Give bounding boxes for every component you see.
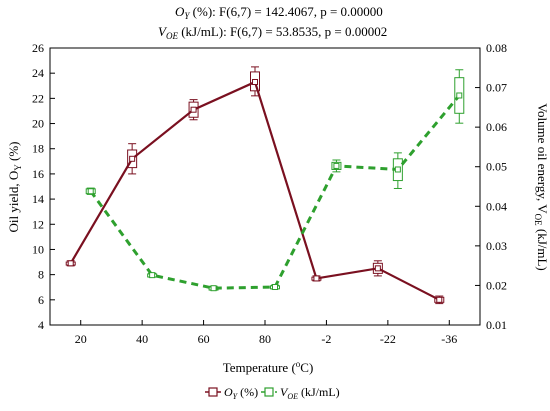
series-layer [65, 66, 465, 305]
legend-label-oil-yield: OY (%) [224, 385, 258, 401]
right-y-tick-label: 0.05 [486, 160, 507, 174]
right-y-tick-label: 0.08 [486, 41, 507, 55]
legend-marker-volume-energy [261, 387, 277, 397]
error-box [331, 161, 342, 170]
left-y-tick-label: 24 [32, 66, 44, 80]
legend-label-volume-energy: VOE (kJ/mL) [280, 385, 340, 401]
right-y-tick-label: 0.06 [486, 120, 507, 134]
data-point-volume-energy [454, 69, 465, 124]
mean-marker [333, 162, 340, 169]
series-line-oil-yield [69, 80, 440, 301]
left-y-axis: 4 6 8 10 12 14 16 18 20 22 24 26 [32, 41, 55, 332]
right-y-axis-title: Volume oil energy, VOE (kJ/mL) [533, 103, 550, 271]
left-y-tick-label: 16 [32, 167, 44, 181]
mean-marker [374, 265, 381, 272]
x-tick-label: 20 [75, 332, 87, 346]
x-tick-label: 80 [259, 332, 271, 346]
data-point-oil-yield [188, 99, 199, 121]
x-tick-label: -36 [441, 332, 457, 346]
left-y-tick-label: 12 [32, 217, 44, 231]
stats-line-volume-energy: VOE (kJ/mL): F(6,7) = 53.8535, p = 0.000… [158, 24, 387, 41]
left-y-tick-label: 4 [38, 318, 44, 332]
left-y-tick-label: 22 [32, 91, 44, 105]
mean-marker [87, 188, 94, 195]
stats-line-oil-yield: OY (%): F(6,7) = 142.4067, p = 0.00000 [175, 4, 383, 21]
mean-marker [190, 106, 197, 113]
data-point-volume-energy [270, 284, 280, 291]
data-point-oil-yield [372, 260, 383, 277]
x-tick-label: 40 [136, 332, 148, 346]
error-box [250, 71, 260, 92]
x-axis-title: Temperature (oC) [223, 359, 314, 375]
mean-marker [394, 166, 401, 173]
left-y-tick-label: 20 [32, 117, 44, 131]
mean-marker [456, 92, 463, 99]
mean-marker [129, 155, 136, 162]
x-tick-label: 60 [198, 332, 210, 346]
data-point-oil-yield [311, 275, 322, 282]
x-tick-label: -22 [380, 332, 396, 346]
legend-marker-oil-yield [205, 387, 221, 397]
x-axis: 20 40 60 80 -2 -22 -36 [75, 320, 457, 346]
error-box [454, 77, 465, 114]
right-y-axis: 0.01 0.02 0.03 0.04 0.05 0.06 0.07 0.08 [475, 41, 507, 332]
left-y-tick-label: 8 [38, 268, 44, 282]
mean-marker [149, 272, 156, 279]
plot-frame [49, 47, 481, 326]
mean-marker [272, 284, 278, 291]
left-y-tick-label: 6 [38, 293, 44, 307]
data-point-volume-energy [331, 159, 342, 173]
x-tick-label: -2 [321, 332, 331, 346]
mean-marker [313, 275, 320, 282]
left-y-tick-label: 14 [32, 192, 44, 206]
right-y-tick-label: 0.01 [486, 318, 507, 332]
left-y-tick-label: 18 [32, 142, 44, 156]
error-box [372, 262, 383, 274]
data-point-volume-energy [392, 152, 403, 189]
right-y-tick-label: 0.07 [486, 81, 507, 95]
right-y-tick-label: 0.04 [486, 199, 507, 213]
error-box [188, 101, 199, 118]
left-y-tick-label: 26 [32, 41, 44, 55]
data-point-oil-yield [434, 295, 445, 305]
series-line-volume-energy [89, 94, 461, 290]
error-box [127, 149, 138, 169]
legend: OY (%) VOE (kJ/mL) [205, 385, 340, 401]
error-box [392, 158, 403, 182]
right-y-tick-label: 0.02 [486, 278, 507, 292]
data-point-oil-yield [127, 143, 138, 175]
data-point-volume-energy [208, 285, 219, 292]
left-y-tick-label: 10 [32, 242, 44, 256]
data-point-oil-yield [65, 260, 76, 267]
mean-marker [67, 260, 74, 267]
mean-marker [210, 285, 217, 292]
left-y-axis-title: Oil yield, OY (%) [6, 142, 23, 233]
data-point-volume-energy [85, 187, 96, 195]
mean-marker [436, 296, 443, 303]
right-y-tick-label: 0.03 [486, 239, 507, 253]
data-point-volume-energy [147, 272, 158, 279]
data-point-oil-yield [250, 66, 260, 97]
mean-marker [252, 78, 258, 85]
